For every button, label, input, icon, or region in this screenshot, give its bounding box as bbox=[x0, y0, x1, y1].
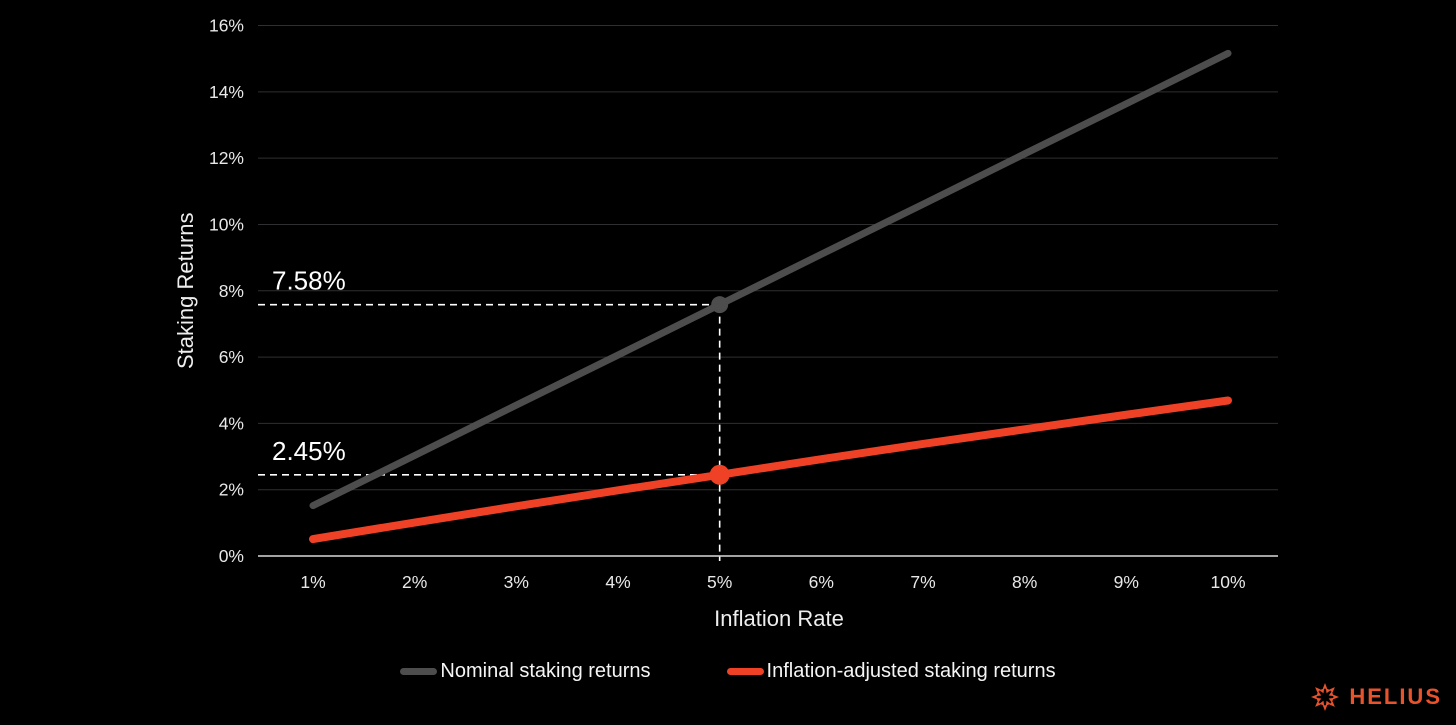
x-tick-label: 1% bbox=[300, 572, 325, 592]
x-axis-title: Inflation Rate bbox=[714, 606, 844, 631]
x-tick-label: 7% bbox=[910, 572, 935, 592]
sunburst-ray bbox=[1315, 701, 1322, 707]
legend-label-nominal: Nominal staking returns bbox=[440, 660, 651, 682]
x-tick-label: 10% bbox=[1210, 572, 1245, 592]
x-tick-label: 9% bbox=[1114, 572, 1139, 592]
sunburst-ray bbox=[1329, 697, 1335, 703]
y-tick-label: 16% bbox=[209, 16, 244, 36]
y-axis-title: Staking Returns bbox=[173, 212, 198, 369]
sunburst-ray bbox=[1319, 700, 1325, 706]
legend: Nominal staking returns Inflation-adjust… bbox=[0, 660, 1456, 683]
sunburst-ray bbox=[1326, 688, 1331, 694]
sunburst-ray bbox=[1323, 683, 1328, 689]
legend-item-inflation-adjusted: Inflation-adjusted staking returns bbox=[726, 660, 1056, 683]
y-tick-label: 4% bbox=[219, 413, 244, 433]
sunburst-ray bbox=[1323, 705, 1328, 711]
sunburst-ray bbox=[1329, 691, 1335, 697]
sunburst-ray bbox=[1315, 687, 1322, 693]
helius-logo-text: HELIUS bbox=[1349, 684, 1442, 709]
sunburst-ray bbox=[1316, 697, 1322, 703]
series-line-inflation-adjusted-staking-returns bbox=[309, 396, 1232, 544]
sunburst-ray bbox=[1333, 694, 1340, 700]
x-tick-label: 2% bbox=[402, 572, 427, 592]
legend-label-inflation-adjusted: Inflation-adjusted staking returns bbox=[766, 660, 1056, 682]
x-tick-label: 8% bbox=[1012, 572, 1037, 592]
y-tick-label: 10% bbox=[209, 214, 244, 234]
y-tick-label: 8% bbox=[219, 281, 244, 301]
sunburst-ray bbox=[1326, 700, 1331, 706]
x-tick-label: 4% bbox=[605, 572, 630, 592]
sunburst-ray bbox=[1329, 687, 1336, 693]
sunburst-ray bbox=[1316, 691, 1322, 697]
annotation-label: 2.45% bbox=[272, 436, 346, 466]
annotation-label: 7.58% bbox=[272, 266, 346, 296]
sunburst-ray bbox=[1329, 701, 1336, 707]
legend-swatch-inflation-adjusted bbox=[726, 668, 764, 675]
x-tick-label: 3% bbox=[504, 572, 529, 592]
y-tick-label: 2% bbox=[219, 480, 244, 500]
series-line-nominal-staking-returns bbox=[309, 49, 1232, 510]
x-tick-label: 5% bbox=[707, 572, 732, 592]
legend-item-nominal: Nominal staking returns bbox=[400, 660, 651, 683]
sunburst-ray bbox=[1319, 688, 1325, 694]
y-tick-label: 6% bbox=[219, 347, 244, 367]
annotation-dot bbox=[711, 296, 729, 314]
helius-sunburst-icon bbox=[1311, 683, 1340, 711]
sunburst-ray bbox=[1311, 694, 1318, 700]
x-tick-label: 6% bbox=[809, 572, 834, 592]
legend-swatch-nominal bbox=[400, 668, 438, 675]
annotation-dot bbox=[709, 464, 730, 485]
y-tick-label: 12% bbox=[209, 148, 244, 168]
y-tick-label: 14% bbox=[209, 82, 244, 102]
y-tick-label: 0% bbox=[219, 546, 244, 566]
helius-logo: HELIUS bbox=[1310, 682, 1442, 712]
